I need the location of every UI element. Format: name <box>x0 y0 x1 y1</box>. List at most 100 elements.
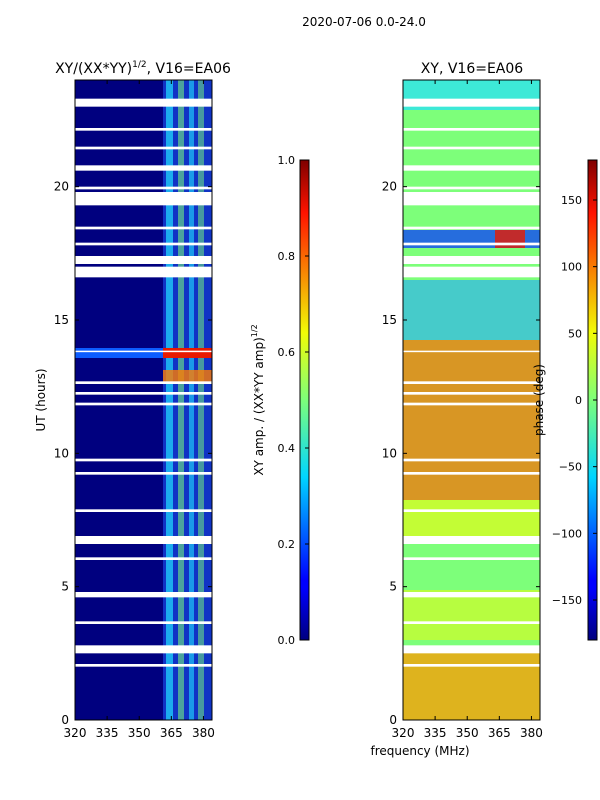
phase-flag-gaps <box>403 98 540 667</box>
phase-cbtick-label-4: 50 <box>568 327 582 340</box>
amp-cbtick-label-3: 0.6 <box>278 346 296 359</box>
amp-flag-gap-22 <box>75 664 212 667</box>
amp-hot-spot <box>163 370 212 382</box>
amp-cbtick-label-5: 1.0 <box>278 154 296 167</box>
phase-flag-gap-3 <box>403 165 540 171</box>
phase-xtick-label-3: 365 <box>488 726 511 740</box>
phase-xtick-label-4: 380 <box>520 726 543 740</box>
panel-phase-title: XY, V16=EA06 <box>421 61 523 77</box>
phase-cbtick-label-2: −50 <box>559 461 582 474</box>
amp-flag-gap-19 <box>75 592 212 598</box>
phase-colorbar: −150 −100 −50 0 50 100 150 phase (deg) <box>532 159 598 641</box>
amp-xtick-label-2: 350 <box>128 726 151 740</box>
amp-flag-gap-20 <box>75 621 212 624</box>
phase-colorbar-label: phase (deg) <box>532 364 546 436</box>
panel-amplitude-title: XY/(XX*YY)1/2, V16=EA06 <box>55 60 231 77</box>
amp-colorbar-label-exp: 1/2 <box>250 324 259 337</box>
amp-band-stripe-4 <box>198 80 204 720</box>
amp-cbtick-label-1: 0.2 <box>278 538 296 551</box>
amp-flag-gap-6 <box>75 226 212 230</box>
panel-phase: XY, V16=EA06 320 335 350 365 380 0 5 10 15 20 <box>382 61 543 740</box>
phase-ytick-label-4: 20 <box>382 180 397 194</box>
phase-flag-gap-4 <box>403 186 540 190</box>
phase-cbtick-label-6: 150 <box>561 194 582 207</box>
amp-ytick-label-3: 15 <box>54 313 69 327</box>
amp-ytick-label-2: 10 <box>54 446 69 460</box>
phase-flag-gap-8 <box>403 256 540 264</box>
amp-xtick-label-4: 380 <box>192 726 215 740</box>
phase-xtick-label-2: 350 <box>456 726 479 740</box>
phase-ytick-label-2: 10 <box>382 446 397 460</box>
phase-cbtick-label-3: 0 <box>575 394 582 407</box>
amp-band-stripe-1 <box>166 80 173 720</box>
amp-flag-gap-8 <box>75 256 212 264</box>
phase-flag-gap-6 <box>403 226 540 230</box>
phase-flag-gap-1 <box>403 128 540 131</box>
amp-ytick-label-4: 20 <box>54 180 69 194</box>
amp-flag-gap-18 <box>75 557 212 560</box>
phase-flag-gap-15 <box>403 472 540 475</box>
phase-flag-gap-16 <box>403 509 540 512</box>
phase-ytick-label-1: 5 <box>389 580 397 594</box>
amp-ytick-label-0: 0 <box>61 713 69 727</box>
amp-flag-gap-5 <box>75 192 212 206</box>
phase-flag-gap-9 <box>403 266 540 278</box>
phase-region-mid-2 <box>403 500 540 540</box>
amp-flag-gap-0 <box>75 98 212 107</box>
phase-x-axis: 320 335 350 365 380 <box>392 80 543 740</box>
amp-flag-gap-15 <box>75 472 212 475</box>
panel-amplitude: XY/(XX*YY)1/2, V16=EA06 320 335 350 365 380 … <box>34 60 231 740</box>
amp-colorbar-label-main: XY amp. / (XX*YY amp) <box>252 337 266 475</box>
phase-flag-gap-5 <box>403 192 540 206</box>
phase-flag-gap-7 <box>403 242 540 246</box>
shared-xlabel: frequency (MHz) <box>370 744 469 758</box>
amp-xtick-label-1: 335 <box>96 726 119 740</box>
figure-title: 2020-07-06 0.0-24.0 <box>302 15 426 29</box>
amp-colorbar-gradient <box>299 159 310 641</box>
phase-flag-gap-20 <box>403 621 540 624</box>
phase-flag-gap-14 <box>403 458 540 462</box>
phase-flag-gap-19 <box>403 592 540 598</box>
amp-flag-gap-21 <box>75 645 212 654</box>
phase-cbtick-label-0: −150 <box>552 594 582 607</box>
phase-flag-gap-10 <box>403 350 540 353</box>
amp-ytick-label-1: 5 <box>61 580 69 594</box>
amp-x-axis: 320 335 350 365 380 <box>64 80 215 740</box>
phase-ytick-label-0: 0 <box>389 713 397 727</box>
phase-cbtick-label-5: 100 <box>561 261 582 274</box>
panel-amplitude-title-exp: 1/2 <box>132 60 146 70</box>
phase-flag-gap-11 <box>403 381 540 384</box>
amp-flag-gap-4 <box>75 186 212 190</box>
amp-colorbar: 0.0 0.2 0.4 0.6 0.8 1.0 XY amp. / (XX*YY amp)… <box>250 154 310 647</box>
amp-flag-gap-10 <box>75 350 212 353</box>
phase-colorbar-ticks: −150 −100 −50 0 50 100 150 <box>552 194 597 607</box>
phase-flag-gap-21 <box>403 645 540 654</box>
phase-flag-gap-0 <box>403 98 540 107</box>
amp-flag-gap-9 <box>75 266 212 278</box>
amp-flag-gap-3 <box>75 165 212 171</box>
phase-plot-frame <box>402 79 541 721</box>
phase-flag-gap-12 <box>403 392 540 395</box>
amp-cbtick-label-2: 0.4 <box>278 442 296 455</box>
amp-xtick-label-3: 365 <box>160 726 183 740</box>
phase-region-low <box>403 650 540 720</box>
amp-band-stripe-2 <box>178 80 184 720</box>
amp-colorbar-label: XY amp. / (XX*YY amp)1/2 <box>250 324 266 475</box>
amp-cbtick-label-4: 0.8 <box>278 250 296 263</box>
phase-xtick-label-0: 320 <box>392 726 415 740</box>
amp-flag-gaps <box>75 98 212 667</box>
phase-xtick-label-1: 335 <box>424 726 447 740</box>
amp-colorbar-ticks: 0.0 0.2 0.4 0.6 0.8 1.0 <box>278 154 309 647</box>
phase-flag-gap-18 <box>403 557 540 560</box>
amp-flag-gap-11 <box>75 381 212 384</box>
phase-region-high <box>403 280 540 340</box>
phase-y-axis: 0 5 10 15 20 <box>382 180 540 727</box>
amp-ylabel: UT (hours) <box>34 368 48 431</box>
amp-cbtick-label-0: 0.0 <box>278 634 296 647</box>
phase-ytick-label-3: 15 <box>382 313 397 327</box>
amp-y-axis: 0 5 10 15 20 <box>54 180 212 727</box>
phase-flag-gap-2 <box>403 146 540 150</box>
amp-xtick-label-0: 320 <box>64 726 87 740</box>
phase-region-warm <box>403 590 540 640</box>
